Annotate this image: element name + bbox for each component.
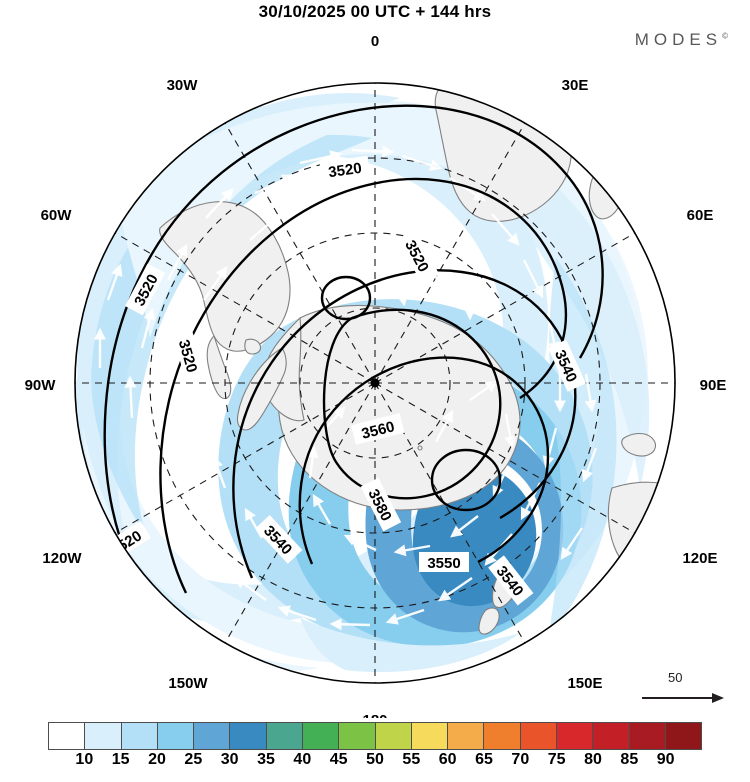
logo-copyright-mark: © [722, 31, 728, 41]
pole-marker [370, 378, 380, 388]
colorbar-tick-50: 50 [366, 751, 384, 768]
map-disk-contents: 3520 3520 3520 3520 3520 3540 3540 3540 … [75, 83, 675, 683]
lon-label-60e: 60E [687, 207, 714, 224]
colorbar-cell-14 [556, 723, 594, 749]
colorbar-ticks: 10 15 20 25 30 35 40 45 50 55 60 65 70 75 80 85 90 [48, 751, 702, 775]
logo-text: MODES [634, 30, 723, 49]
lon-label-0: 0 [371, 33, 379, 50]
colorbar-tick-45: 45 [329, 751, 348, 768]
colorbar-cell-16 [629, 723, 666, 749]
colorbar-tick-10: 10 [75, 751, 94, 768]
colorbar-cell-9 [375, 723, 412, 749]
longitude-label-group: 0 30E 60E 90E 120E 150E 180 150W 120W 90… [25, 33, 727, 718]
colorbar-cell-11 [448, 723, 485, 749]
colorbar-cell-15 [593, 723, 630, 749]
colorbar-tick-25: 25 [184, 751, 203, 768]
colorbar: 10 15 20 25 30 35 40 45 50 55 60 65 70 75 80 85 90 [0, 720, 750, 778]
vector-scale: 50 [640, 670, 732, 710]
lon-label-90e: 90E [700, 377, 727, 394]
lon-label-30w: 30W [167, 77, 199, 94]
colorbar-cell-3 [157, 723, 195, 749]
colorbar-cell-13 [520, 723, 557, 749]
colorbar-cells [48, 722, 702, 750]
colorbar-tick-65: 65 [475, 751, 493, 768]
arrow-right-icon [642, 693, 724, 703]
colorbar-tick-30: 30 [220, 751, 239, 768]
colorbar-cell-1 [85, 723, 122, 749]
contour-label: 3550 [427, 555, 460, 572]
colorbar-tick-40: 40 [293, 751, 312, 768]
colorbar-cell-17 [665, 723, 702, 749]
lon-label-120w: 120W [42, 550, 82, 567]
meridian-gridlines [75, 83, 675, 683]
colorbar-cell-5 [230, 723, 267, 749]
colorbar-tick-55: 55 [402, 751, 421, 768]
lon-label-180: 180 [362, 712, 387, 718]
contour-label: 3520 [327, 160, 362, 181]
colorbar-tick-60: 60 [438, 751, 457, 768]
lon-label-30e: 30E [562, 77, 589, 94]
colorbar-tick-75: 75 [547, 751, 566, 768]
lon-label-90w: 90W [25, 377, 57, 394]
colorbar-tick-80: 80 [584, 751, 602, 768]
colorbar-tick-15: 15 [111, 751, 130, 768]
lon-label-150e: 150E [567, 675, 602, 692]
map-boundary [74, 82, 676, 684]
lon-label-120e: 120E [682, 550, 717, 567]
colorbar-cell-6 [266, 723, 303, 749]
colorbar-cell-12 [484, 723, 521, 749]
colorbar-cell-8 [339, 723, 376, 749]
lon-label-60w: 60W [41, 207, 73, 224]
colorbar-tick-20: 20 [148, 751, 166, 768]
polar-map: 3520 3520 3520 3520 3520 3540 3540 3540 … [0, 18, 750, 718]
colorbar-cell-0 [49, 723, 86, 749]
colorbar-tick-70: 70 [511, 751, 530, 768]
colorbar-cell-7 [302, 723, 340, 749]
vector-scale-label: 50 [668, 670, 683, 685]
colorbar-tick-35: 35 [257, 751, 275, 768]
colorbar-cell-2 [121, 723, 158, 749]
geopotential-contours [103, 104, 604, 594]
lon-label-150w: 150W [168, 675, 208, 692]
colorbar-tick-90: 90 [656, 751, 675, 768]
colorbar-cell-4 [194, 723, 231, 749]
colorbar-cell-10 [411, 723, 449, 749]
page-title: 30/10/2025 00 UTC + 144 hrs [258, 2, 492, 21]
colorbar-tick-85: 85 [620, 751, 639, 768]
modes-logo: MODES© [635, 30, 728, 50]
